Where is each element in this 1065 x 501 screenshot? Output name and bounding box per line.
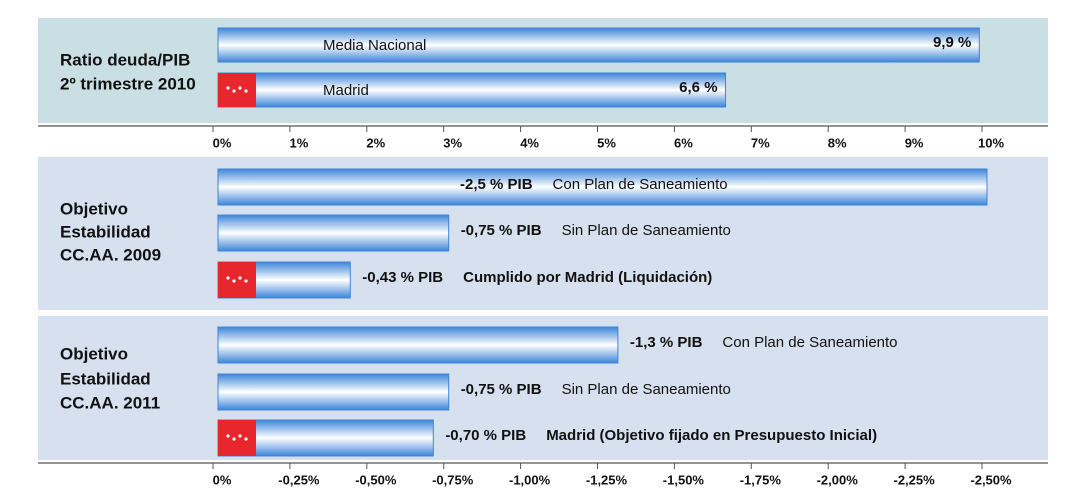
bar-name: Media Nacional [323,37,426,54]
group-label: 2º trimestre 2010 [60,74,196,93]
x-tick-label: 6% [674,135,693,150]
x-tick-label: 1% [290,135,309,150]
x-tick-label: -0,75% [432,472,474,487]
flag-star [238,86,242,90]
x-tick-label: 0% [213,135,232,150]
bar-name: Madrid (Objetivo fijado en Presupuesto I… [546,427,877,444]
bar [217,168,988,206]
bar [217,214,450,252]
x-tick-label: 5% [597,135,616,150]
x-tick-label: -2,25% [893,472,935,487]
flag [218,420,256,456]
flag-star [226,86,230,90]
x-tick-label: -2,50% [970,472,1012,487]
x-tick-label: -1,75% [740,472,782,487]
x-tick-label: -2,00% [817,472,859,487]
flag-star [232,89,236,93]
flag-star [226,276,230,280]
value-label: -0,75 % PIB [461,222,542,239]
flag-star [232,437,236,441]
group-label: CC.AA. 2009 [60,245,161,264]
x-tick-label: 2% [366,135,385,150]
flag [218,262,256,298]
x-tick-label: 9% [905,135,924,150]
value-label: -0,70 % PIB [445,427,526,444]
x-tick-label: 7% [751,135,770,150]
bar-name: Sin Plan de Saneamiento [562,222,731,239]
value-label: -2,5 % PIB [460,176,533,193]
x-tick-label: 0% [213,472,232,487]
bar-name: Madrid [323,82,369,99]
x-tick-label: -1,50% [663,472,705,487]
bar-name: Con Plan de Saneamiento [722,334,897,351]
group-label: Estabilidad [60,222,151,241]
x-tick-label: 4% [520,135,539,150]
flag-star [244,279,248,283]
flag-star [238,276,242,280]
bar-name: Con Plan de Saneamiento [553,176,728,193]
flag-star [244,89,248,93]
bar [217,373,450,411]
value-label: -0,75 % PIB [461,381,542,398]
value-label: -1,3 % PIB [630,334,703,351]
group-label: CC.AA. 2011 [60,393,160,412]
flag [218,73,256,107]
x-tick-label: -1,00% [509,472,551,487]
group-label: Estabilidad [60,369,151,388]
bar-name: Cumplido por Madrid (Liquidación) [463,269,712,286]
group-label: Objetivo [60,199,128,218]
flag-star [244,437,248,441]
flag-star [226,434,230,438]
bar [217,27,980,63]
x-tick-label: 3% [443,135,462,150]
flag-star [232,279,236,283]
group-label: Ratio deuda/PIB [60,50,190,69]
x-tick-label: -1,25% [586,472,628,487]
bar-name: Sin Plan de Saneamiento [562,381,731,398]
bar [217,326,619,364]
value-label: 6,6 % [679,79,717,96]
x-tick-label: 8% [828,135,847,150]
bar [217,72,727,108]
x-tick-label: -0,50% [355,472,397,487]
x-tick-label: 10% [978,135,1004,150]
group-label: Objetivo [60,344,128,363]
x-tick-label: -0,25% [278,472,320,487]
flag-star [238,434,242,438]
value-label: 9,9 % [933,34,971,51]
value-label: -0,43 % PIB [362,269,443,286]
